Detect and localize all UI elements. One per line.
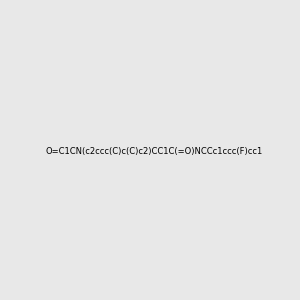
Text: O=C1CN(c2ccc(C)c(C)c2)CC1C(=O)NCCc1ccc(F)cc1: O=C1CN(c2ccc(C)c(C)c2)CC1C(=O)NCCc1ccc(F… [45,147,262,156]
